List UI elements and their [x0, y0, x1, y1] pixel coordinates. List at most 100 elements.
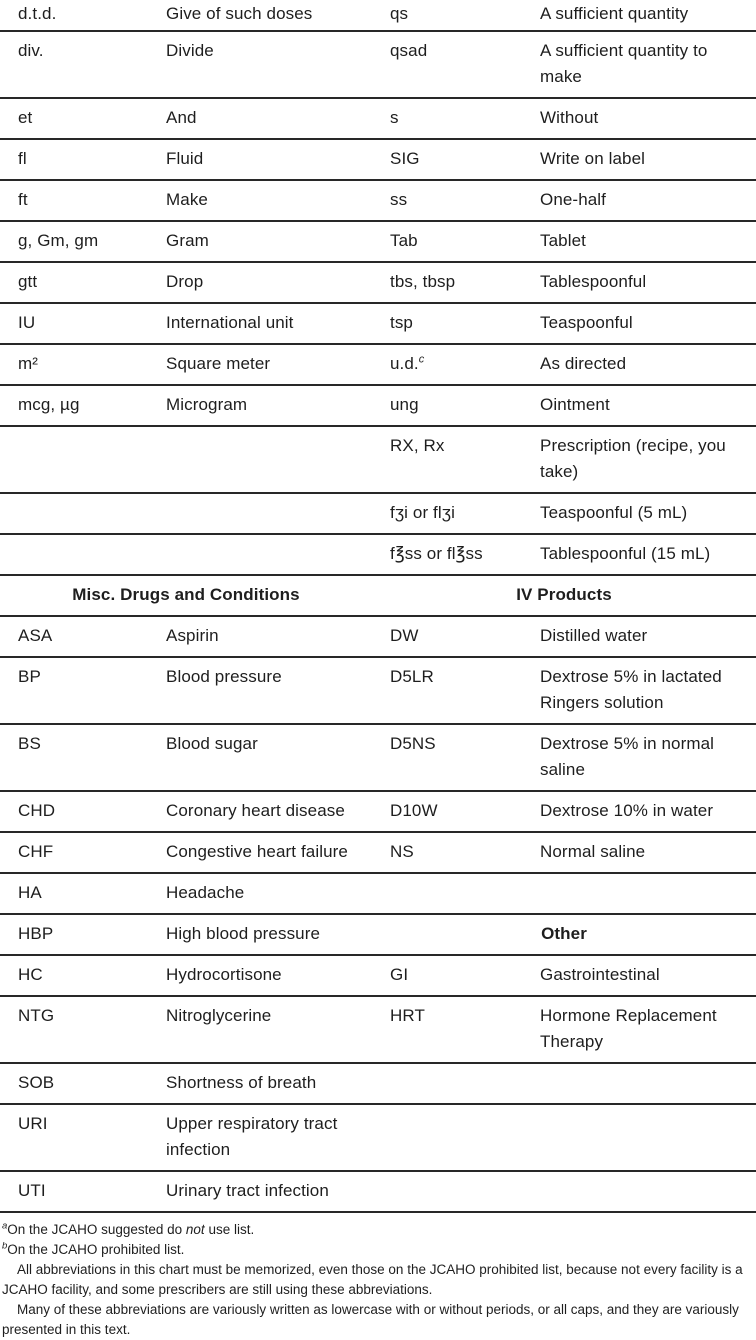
- superscript-marker: c: [418, 353, 425, 366]
- footnote-text-segment: On the JCAHO suggested do: [7, 1222, 186, 1237]
- table-row: HA Headache: [0, 874, 756, 915]
- meaning-cell: [148, 535, 372, 574]
- table-row: RX, Rx Prescription (recipe, you take): [0, 427, 756, 494]
- meaning-cell: [522, 1105, 756, 1170]
- meaning-cell-text: Give of such doses: [166, 4, 313, 23]
- meaning-cell: A sufficient quantity to make: [522, 32, 756, 97]
- meaning-cell-text: Dextrose 10% in water: [540, 801, 714, 820]
- meaning-cell-text: A sufficient quantity: [540, 4, 689, 23]
- meaning-cell-text: Microgram: [166, 395, 248, 414]
- meaning-cell-text: One-half: [540, 190, 607, 209]
- abbreviation-cell: d.t.d.: [0, 0, 148, 30]
- abbreviation-cell: u.d.c: [372, 345, 522, 384]
- abbreviation-cell-text: u.d.: [390, 354, 419, 373]
- abbreviation-cell: HC: [0, 956, 148, 995]
- meaning-cell-text: Hydrocortisone: [166, 965, 282, 984]
- abbreviation-cell: D5LR: [372, 658, 522, 723]
- meaning-cell-text: Prescription (recipe, you take): [540, 436, 726, 481]
- abbreviation-cell-text: CHD: [18, 801, 56, 820]
- abbreviation-cell: D10W: [372, 792, 522, 831]
- abbreviation-cell: [372, 1172, 522, 1211]
- footnote: aOn the JCAHO suggested do not use list.: [2, 1220, 752, 1240]
- abbreviations-table: d.t.d. Give of such doses qs A sufficient q…: [0, 0, 756, 1213]
- meaning-cell-text: International unit: [166, 313, 294, 332]
- abbreviation-cell-text: BP: [18, 667, 41, 686]
- abbreviation-cell: IU: [0, 304, 148, 343]
- abbreviation-cell: [372, 1064, 522, 1103]
- meaning-cell-text: Tablespoonful (15 mL): [540, 544, 711, 563]
- abbreviation-cell-text: s: [390, 108, 399, 127]
- abbreviation-cell: [0, 427, 148, 492]
- abbreviation-cell-text: D5LR: [390, 667, 434, 686]
- table-row: gtt Drop tbs, tbsp Tablespoonful: [0, 263, 756, 304]
- abbreviation-cell: g, Gm, gm: [0, 222, 148, 261]
- abbreviation-cell: qsad: [372, 32, 522, 97]
- meaning-cell: [522, 1172, 756, 1211]
- abbreviation-cell: m²: [0, 345, 148, 384]
- meaning-cell: Teaspoonful (5 mL): [522, 494, 756, 533]
- abbreviation-cell-text: NTG: [18, 1006, 55, 1025]
- footnote-text-segment: On the JCAHO prohibited list.: [7, 1242, 185, 1257]
- table-row: UTI Urinary tract infection: [0, 1172, 756, 1213]
- meaning-cell-text: Gastrointestinal: [540, 965, 660, 984]
- abbreviation-cell: tsp: [372, 304, 522, 343]
- abbreviation-cell: mcg, µg: [0, 386, 148, 425]
- abbreviation-cell: ss: [372, 181, 522, 220]
- abbreviation-cell: SOB: [0, 1064, 148, 1103]
- meaning-cell: Give of such doses: [148, 0, 372, 30]
- abbreviation-cell-text: ft: [18, 190, 28, 209]
- table-row: mcg, µg Microgram ung Ointment: [0, 386, 756, 427]
- meaning-cell: Divide: [148, 32, 372, 97]
- abbreviation-cell: div.: [0, 32, 148, 97]
- abbreviation-cell: HBP: [0, 915, 148, 954]
- meaning-cell-text: As directed: [540, 354, 627, 373]
- meaning-cell-text: Without: [540, 108, 599, 127]
- meaning-cell: Drop: [148, 263, 372, 302]
- abbreviation-cell-text: tbs, tbsp: [390, 272, 456, 291]
- footnotes-block: aOn the JCAHO suggested do not use list.…: [0, 1213, 756, 1340]
- footnote-marker: b: [2, 1240, 8, 1252]
- inline-section-header: Other: [541, 924, 587, 943]
- meaning-cell: As directed: [522, 345, 756, 384]
- meaning-cell: Teaspoonful: [522, 304, 756, 343]
- footnote-marker: a: [2, 1220, 8, 1232]
- meaning-cell: Gram: [148, 222, 372, 261]
- abbreviation-cell-text: HC: [18, 965, 43, 984]
- meaning-cell: Fluid: [148, 140, 372, 179]
- abbreviation-cell-text: RX, Rx: [390, 436, 445, 455]
- abbreviation-cell-text: g, Gm, gm: [18, 231, 99, 250]
- meaning-cell-text: High blood pressure: [166, 924, 321, 943]
- meaning-cell-text: Tablespoonful: [540, 272, 647, 291]
- abbreviation-cell: ung: [372, 386, 522, 425]
- meaning-cell: Aspirin: [148, 617, 372, 656]
- abbreviation-cell-text: fl: [18, 149, 27, 168]
- abbreviation-cell: HRT: [372, 997, 522, 1062]
- meaning-cell-text: Divide: [166, 41, 214, 60]
- meaning-cell: Hormone Replacement Therapy: [522, 997, 756, 1062]
- abbreviation-cell: ft: [0, 181, 148, 220]
- abbreviation-cell: DW: [372, 617, 522, 656]
- section-header-left: Misc. Drugs and Conditions: [72, 585, 300, 604]
- meaning-cell: Urinary tract infection: [148, 1172, 372, 1211]
- table-row: HBP High blood pressure Other: [0, 915, 756, 956]
- meaning-cell: High blood pressure: [148, 915, 372, 954]
- abbreviation-cell: CHF: [0, 833, 148, 872]
- abbreviation-cell-text: fʒi or flʒi: [390, 503, 455, 522]
- abbreviation-cell: SIG: [372, 140, 522, 179]
- abbreviation-cell: NS: [372, 833, 522, 872]
- table-row: g, Gm, gm Gram Tab Tablet: [0, 222, 756, 263]
- meaning-cell-text: Gram: [166, 231, 209, 250]
- meaning-cell-text: Shortness of breath: [166, 1073, 317, 1092]
- abbreviation-cell: UTI: [0, 1172, 148, 1211]
- note-paragraph: All abbreviations in this chart must be …: [2, 1262, 743, 1297]
- abbreviation-cell: fl: [0, 140, 148, 179]
- abbreviation-cell: RX, Rx: [372, 427, 522, 492]
- table-row: ft Make ss One-half: [0, 181, 756, 222]
- abbreviation-cell-text: HA: [18, 883, 42, 902]
- abbreviation-cell: s: [372, 99, 522, 138]
- table-row: ASA Aspirin DW Distilled water: [0, 617, 756, 658]
- section-header-right: IV Products: [516, 585, 612, 604]
- footnote-text-segment: use list.: [204, 1222, 255, 1237]
- abbreviation-cell-text: SOB: [18, 1073, 55, 1092]
- meaning-cell-text: Fluid: [166, 149, 204, 168]
